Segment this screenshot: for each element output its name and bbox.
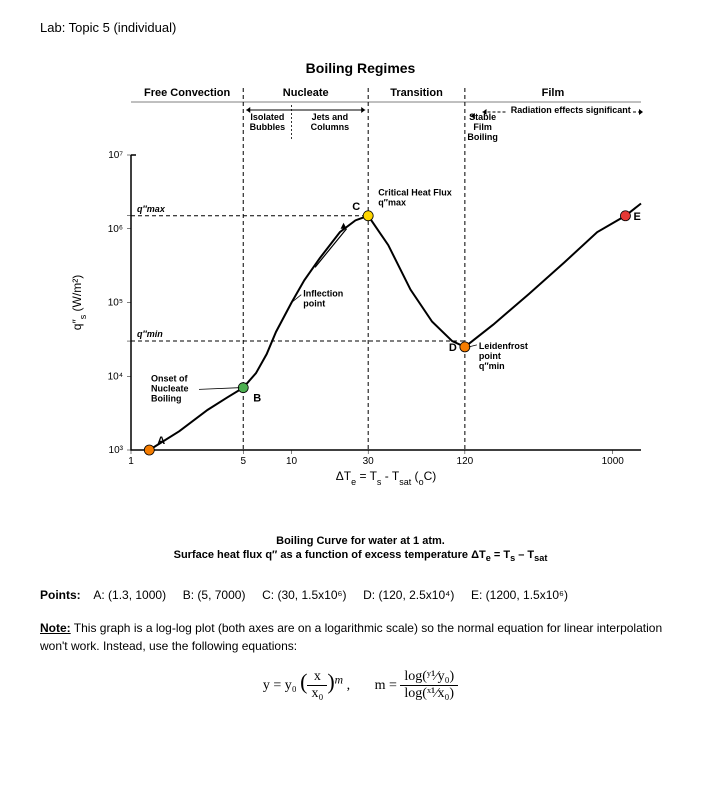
boiling-curve-chart: 10³ 10⁴ 10⁵ 10⁶ 10⁷ 1 5 10 30 120 1000 Free Convect…	[61, 80, 661, 520]
svg-text:Isolated: Isolated	[250, 112, 284, 122]
chart-title: Boiling Regimes	[40, 60, 681, 76]
svg-text:Transition: Transition	[390, 87, 443, 99]
svg-text:q″max: q″max	[137, 204, 166, 214]
svg-text:10⁷: 10⁷	[108, 150, 123, 161]
svg-text:Inflection: Inflection	[303, 289, 343, 299]
svg-text:10⁴: 10⁴	[107, 371, 122, 382]
svg-text:120: 120	[456, 456, 473, 467]
svg-text:5: 5	[240, 456, 246, 467]
point-C	[363, 211, 373, 221]
point-B	[238, 383, 248, 393]
point-text-C: C: (30, 1.5x10⁶)	[262, 588, 346, 602]
eq-exp: m	[335, 673, 343, 686]
svg-text:Free Convection: Free Convection	[144, 87, 230, 99]
note-text: Note: This graph is a log-log plot (both…	[40, 620, 681, 655]
svg-text:Film: Film	[473, 122, 492, 132]
eq-frac1-den: x₀	[307, 686, 327, 702]
svg-text:10³: 10³	[108, 445, 123, 456]
svg-text:B: B	[253, 393, 261, 405]
eq-frac2-den: log(ˣ¹⁄x₀)	[400, 686, 458, 702]
svg-text:30: 30	[362, 456, 374, 467]
points-prefix: Points:	[40, 588, 81, 602]
svg-text:point: point	[303, 299, 325, 309]
svg-text:10⁵: 10⁵	[107, 298, 122, 309]
point-text-D: D: (120, 2.5x10⁴)	[363, 588, 454, 602]
svg-text:10⁶: 10⁶	[107, 224, 122, 235]
svg-text:point: point	[478, 351, 500, 361]
point-text-E: E: (1200, 1.5x10⁶)	[471, 588, 568, 602]
svg-text:Bubbles: Bubbles	[249, 122, 285, 132]
svg-text:q″min: q″min	[478, 361, 504, 371]
point-text-B: B: (5, 7000)	[183, 588, 246, 602]
point-A	[144, 445, 154, 455]
svg-text:Columns: Columns	[310, 122, 349, 132]
svg-text:C: C	[352, 201, 360, 213]
svg-text:q″max: q″max	[378, 198, 406, 208]
svg-text:Critical Heat Flux: Critical Heat Flux	[378, 188, 452, 198]
svg-text:A: A	[157, 435, 165, 447]
equations: y = y₀ (xx₀)m , m = log(ʸ¹⁄y₀)log(ˣ¹⁄x₀)	[40, 669, 681, 702]
svg-text:1000: 1000	[601, 456, 624, 467]
point-text-A: A: (1.3, 1000)	[93, 588, 166, 602]
eq-frac2-num: log(ʸ¹⁄y₀)	[400, 669, 458, 686]
svg-text:Radiation effects significant: Radiation effects significant	[510, 105, 630, 115]
points-list: Points: A: (1.3, 1000) B: (5, 7000) C: (…	[40, 588, 681, 602]
svg-text:Film: Film	[541, 87, 564, 99]
svg-text:10: 10	[286, 456, 298, 467]
eq-frac1-num: x	[307, 669, 327, 686]
svg-text:Boiling: Boiling	[467, 132, 498, 142]
svg-text:q″min: q″min	[137, 329, 163, 339]
svg-text:1: 1	[128, 456, 134, 467]
svg-text:Nucleate: Nucleate	[282, 87, 328, 99]
chart-caption-2: Surface heat flux q″ as a function of ex…	[40, 549, 681, 563]
point-E	[620, 211, 630, 221]
eq-y: y = y₀	[263, 678, 297, 693]
svg-text:Boiling: Boiling	[151, 393, 182, 403]
svg-text:Nucleate: Nucleate	[151, 383, 189, 393]
svg-text:ΔTe = Ts - Tsat (oC): ΔTe = Ts - Tsat (oC)	[335, 469, 436, 487]
svg-text:Onset of: Onset of	[151, 373, 189, 383]
chart-svg: 10³ 10⁴ 10⁵ 10⁶ 10⁷ 1 5 10 30 120 1000 Free Convect…	[61, 80, 661, 500]
svg-text:Leidenfrost: Leidenfrost	[478, 341, 527, 351]
svg-text:q″s (W/m²): q″s (W/m²)	[70, 275, 88, 330]
point-D	[459, 342, 469, 352]
eq-m: m =	[375, 678, 397, 693]
svg-text:D: D	[448, 342, 456, 354]
page-header: Lab: Topic 5 (individual)	[40, 20, 681, 35]
svg-text:Jets and: Jets and	[311, 112, 348, 122]
chart-caption-1: Boiling Curve for water at 1 atm.	[40, 535, 681, 547]
svg-text:E: E	[633, 211, 640, 223]
